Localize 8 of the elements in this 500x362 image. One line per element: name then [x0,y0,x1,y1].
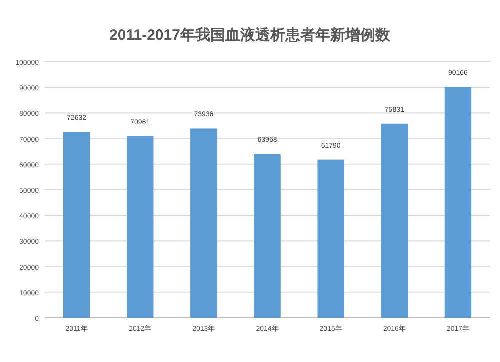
bar [254,154,281,318]
bar [318,160,344,318]
chart-title: 2011-2017年我国血液透析患者年新增例数 [110,26,392,44]
bar [190,128,218,318]
bar [444,87,472,318]
bar [63,132,90,318]
bar [381,124,408,318]
bar [127,136,154,318]
